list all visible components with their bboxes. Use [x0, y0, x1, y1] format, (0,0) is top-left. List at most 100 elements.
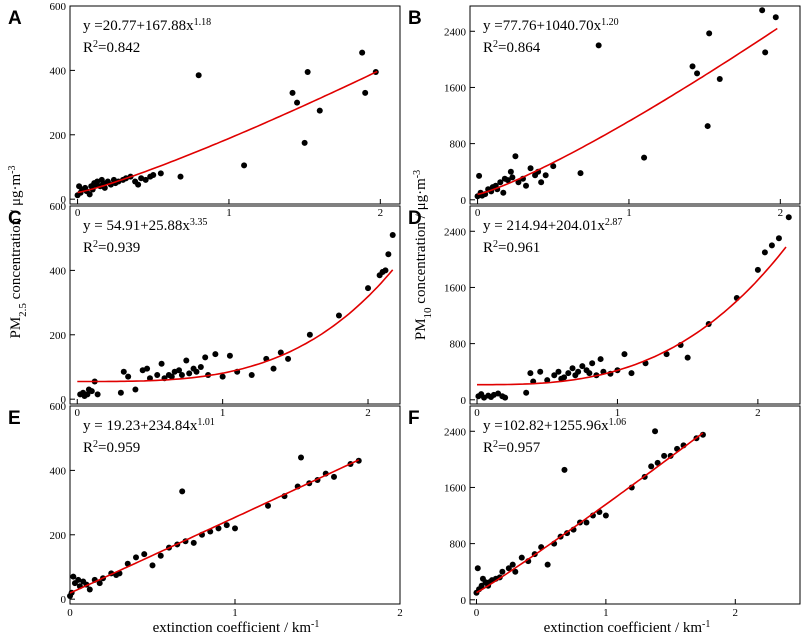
data-point	[178, 372, 185, 379]
data-point	[754, 266, 761, 273]
panel-letter: D	[408, 208, 422, 229]
r-squared-sup: 2	[493, 39, 498, 50]
data-point	[270, 365, 277, 372]
data-point	[223, 522, 230, 529]
y-axis-label-text: PM2.5 concentration / μg·m-3	[7, 165, 30, 338]
x-tick-label: 0	[67, 607, 73, 619]
data-point	[704, 123, 711, 130]
data-point	[96, 580, 103, 587]
panel-letter: A	[8, 8, 22, 29]
x-tick-label: 2	[397, 607, 403, 619]
fit-equation-exponent: 1.01	[197, 417, 215, 428]
data-point	[168, 373, 175, 380]
fit-equation: y = 19.23+234.84x1.01	[83, 417, 215, 435]
y-tick-label: 400	[50, 265, 67, 277]
r-squared: R2=0.842	[83, 39, 140, 57]
data-point	[544, 377, 551, 384]
y-tick-label: 400	[50, 465, 67, 477]
y-tick-label: 0	[461, 395, 467, 407]
fit-equation-base: y =102.82+1255.96x	[483, 418, 609, 434]
data-point	[689, 63, 696, 70]
data-point	[135, 181, 142, 188]
data-point	[597, 356, 604, 363]
fit-equation: y =20.77+167.88x1.18	[83, 17, 211, 35]
x-tick-label: 1	[226, 207, 232, 219]
data-point	[648, 463, 655, 470]
fit-equation-base: y = 54.91+25.88x	[83, 218, 190, 234]
x-tick-label: 0	[75, 407, 81, 419]
fit-equation-exponent: 1.06	[609, 417, 627, 428]
data-point	[495, 390, 502, 397]
r-squared-label: R	[483, 240, 493, 256]
data-point	[768, 242, 775, 249]
panel-letter: B	[408, 8, 422, 29]
y-tick-label: 1600	[444, 282, 467, 294]
x-tick-label: 1	[626, 207, 632, 219]
data-point	[215, 525, 222, 532]
data-point	[94, 178, 101, 185]
data-point	[150, 172, 157, 179]
data-point	[183, 357, 190, 364]
data-point	[785, 214, 792, 221]
data-point	[497, 179, 504, 186]
data-point	[176, 367, 183, 374]
r-squared: R2=0.959	[83, 439, 140, 457]
data-point	[304, 69, 311, 75]
data-point	[265, 502, 271, 509]
data-point	[94, 391, 101, 398]
data-point	[509, 561, 516, 568]
data-point	[628, 370, 635, 377]
fit-curve	[77, 70, 378, 194]
data-point	[88, 388, 95, 395]
y-tick-label: 1600	[444, 482, 467, 494]
data-point	[86, 191, 93, 198]
fit-equation-exponent: 1.18	[194, 17, 212, 28]
panel-letter: E	[8, 408, 21, 429]
data-point	[125, 373, 132, 380]
fit-equation-base: y = 19.23+234.84x	[83, 418, 198, 434]
r-squared-label: R	[83, 240, 93, 256]
r-squared: R2=0.957	[483, 439, 541, 457]
r-squared: R2=0.939	[83, 239, 140, 257]
r-squared-value: =0.864	[498, 40, 541, 56]
data-point	[86, 586, 93, 593]
data-point	[586, 370, 593, 377]
fit-curve	[477, 246, 787, 386]
data-point	[515, 179, 522, 186]
y-tick-label: 600	[50, 401, 67, 413]
data-point	[527, 370, 534, 377]
data-point	[154, 372, 161, 379]
data-point	[583, 519, 590, 526]
data-point	[277, 349, 284, 356]
data-point	[602, 512, 609, 519]
data-point	[84, 391, 91, 398]
r-squared-label: R	[483, 440, 493, 456]
r-squared-sup: 2	[93, 439, 98, 450]
y-tick-label: 600	[50, 201, 67, 213]
data-point	[544, 561, 551, 568]
data-point	[75, 576, 82, 583]
data-point	[133, 554, 139, 561]
plot-frame	[469, 5, 801, 205]
data-point	[186, 370, 193, 377]
fit-equation-base: y = 214.94+204.01x	[483, 218, 605, 234]
data-point	[120, 368, 127, 375]
y-tick-label: 1600	[444, 82, 467, 94]
y-tick-label: 0	[61, 394, 67, 406]
y-tick-label: 200	[50, 530, 67, 542]
data-point	[512, 153, 519, 160]
data-point	[365, 285, 372, 292]
data-point	[684, 354, 691, 361]
fit-equation-exponent: 2.87	[605, 217, 623, 228]
data-point	[538, 179, 545, 186]
fit-curve	[77, 269, 394, 383]
data-point	[232, 525, 238, 532]
panel-letter: F	[408, 408, 420, 429]
data-point	[117, 389, 124, 396]
data-point	[149, 562, 156, 569]
y-tick-label: 0	[61, 194, 67, 206]
